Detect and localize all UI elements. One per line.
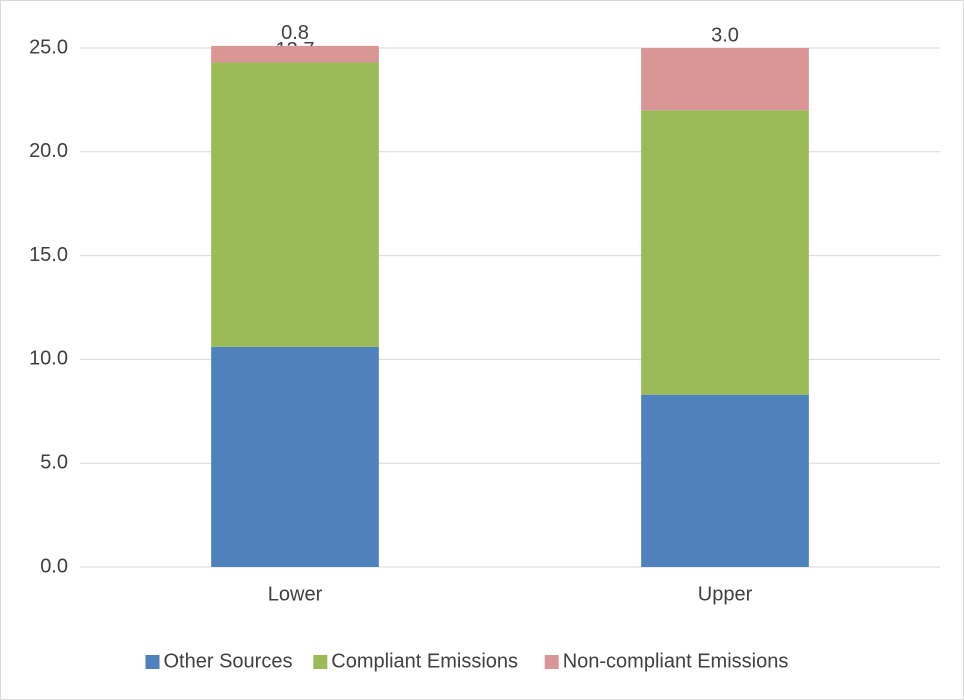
y-tick-label: 15.0: [29, 244, 68, 266]
legend-swatch: [313, 655, 328, 669]
y-tick-label: 25.0: [29, 36, 68, 58]
y-tick-label: 20.0: [29, 140, 68, 162]
data-label: 3.0: [711, 24, 739, 46]
legend-label: Other Sources: [164, 650, 293, 672]
legend-swatch: [145, 655, 160, 669]
y-tick-label: 5.0: [40, 451, 68, 473]
data-label: 0.8: [281, 22, 309, 44]
legend-label: Compliant Emissions: [331, 650, 518, 672]
bar-segment: [211, 62, 379, 347]
legend-label: Non-compliant Emissions: [563, 650, 789, 672]
bar-segment: [641, 110, 809, 395]
x-tick-label: Upper: [698, 583, 753, 605]
bar-segment: [211, 45, 379, 63]
y-tick-label: 10.0: [29, 348, 68, 370]
x-tick-label: Lower: [268, 583, 323, 605]
bar-segment: [211, 346, 379, 567]
bar-segment: [641, 394, 809, 567]
bar-segment: [641, 48, 809, 111]
y-tick-label: 0.0: [40, 555, 68, 577]
legend-swatch: [544, 655, 559, 669]
